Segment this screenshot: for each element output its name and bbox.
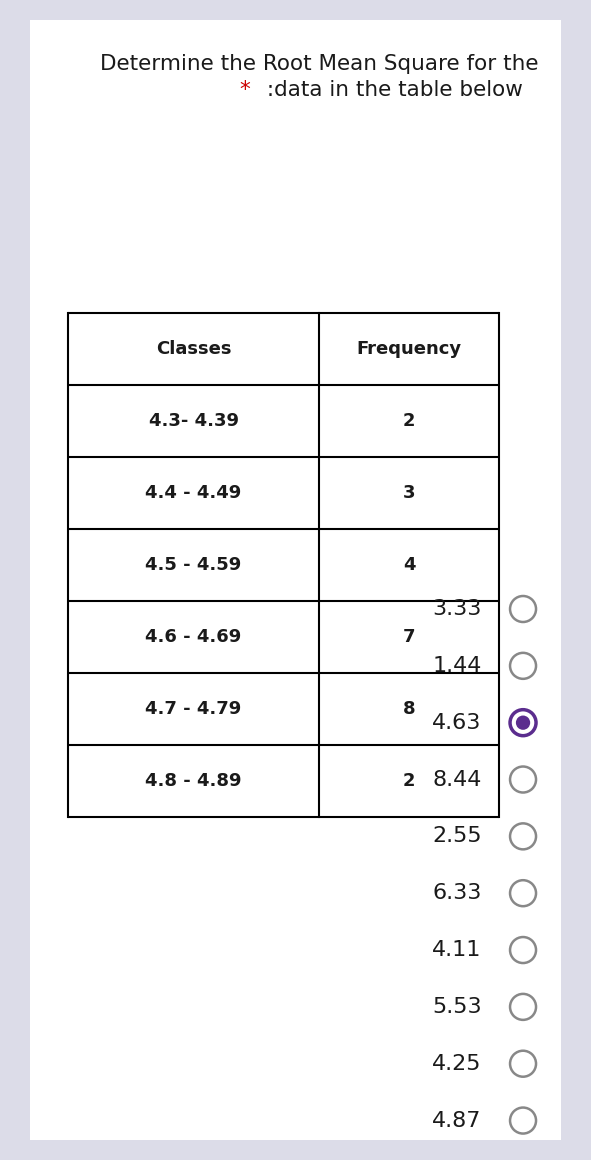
Text: 5.53: 5.53 (432, 996, 482, 1017)
Text: 4.8 - 4.89: 4.8 - 4.89 (145, 771, 242, 790)
Bar (30, 20, 561, 1140)
Text: 1.44: 1.44 (432, 655, 482, 676)
Text: 6.33: 6.33 (432, 883, 482, 904)
Text: 4.6 - 4.69: 4.6 - 4.69 (145, 628, 242, 646)
Text: 8.44: 8.44 (432, 769, 482, 790)
Text: Frequency: Frequency (357, 340, 462, 358)
Text: 4.5 - 4.59: 4.5 - 4.59 (145, 556, 242, 574)
Text: 3.33: 3.33 (432, 599, 482, 619)
Text: 2.55: 2.55 (432, 826, 482, 847)
Text: Classes: Classes (156, 340, 231, 358)
Text: 7: 7 (403, 628, 415, 646)
Text: 4.3- 4.39: 4.3- 4.39 (148, 412, 239, 430)
Text: 4.4 - 4.49: 4.4 - 4.49 (145, 484, 242, 502)
Text: Determine the Root Mean Square for the: Determine the Root Mean Square for the (100, 53, 538, 74)
Text: 4.25: 4.25 (432, 1053, 482, 1074)
Text: 4: 4 (403, 556, 415, 574)
Text: 4.63: 4.63 (432, 712, 482, 733)
Text: 3: 3 (403, 484, 415, 502)
Text: 4.11: 4.11 (432, 940, 482, 960)
Text: 8: 8 (403, 699, 415, 718)
Circle shape (516, 716, 530, 730)
Text: :data in the table below: :data in the table below (260, 80, 523, 101)
Text: 4.87: 4.87 (432, 1110, 482, 1131)
Text: 2: 2 (403, 771, 415, 790)
Text: 4.7 - 4.79: 4.7 - 4.79 (145, 699, 242, 718)
Text: *: * (240, 80, 251, 101)
Text: 2: 2 (403, 412, 415, 430)
